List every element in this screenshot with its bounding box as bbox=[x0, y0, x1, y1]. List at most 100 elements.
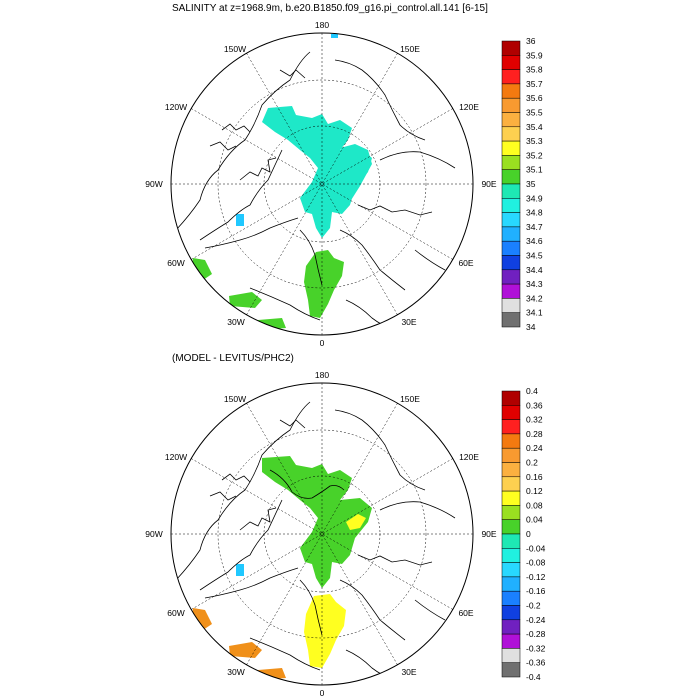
colorbar-swatch bbox=[501, 255, 521, 271]
colorbar-2: 0.4 0.36 0.32 0.28 0.24 0.2 0.16 0.12 0.08 0.04 0 -… bbox=[501, 386, 546, 682]
graticule-1 bbox=[171, 33, 473, 335]
colorbar-swatch bbox=[501, 419, 521, 435]
lon-label-150w: 150W bbox=[224, 394, 246, 404]
colorbar-swatch bbox=[501, 562, 521, 578]
colorbar-swatch bbox=[501, 533, 521, 549]
panel2-title: (MODEL - LEVITUS/PHC2) bbox=[172, 353, 294, 364]
salinity-edge-patch bbox=[331, 34, 338, 38]
colorbar-label: 0.12 bbox=[526, 486, 543, 496]
diff-blue-patch bbox=[236, 564, 244, 576]
diff-orange-patch-60w bbox=[192, 608, 212, 632]
diff-arctic-region bbox=[262, 456, 372, 588]
colorbar-label: 35.4 bbox=[526, 122, 543, 132]
colorbar-label: 35.9 bbox=[526, 50, 543, 60]
colorbar-swatch bbox=[501, 476, 521, 492]
lon-label-150e: 150E bbox=[400, 44, 420, 54]
colorbar-label: 0.4 bbox=[526, 386, 538, 396]
colorbar-swatch bbox=[501, 312, 521, 328]
colorbar-label: 0.28 bbox=[526, 429, 543, 439]
lon-label-60w: 60W bbox=[167, 258, 184, 268]
colorbar-swatch bbox=[501, 55, 521, 70]
salinity-green-patch-60w bbox=[192, 258, 212, 282]
map-panel-2: 180 150W 150E 120W 120E 90W 90E 60W 60E … bbox=[145, 370, 545, 698]
colorbar-swatch bbox=[501, 269, 521, 285]
lon-label-120e: 120E bbox=[459, 102, 479, 112]
colorbar-label: 35.2 bbox=[526, 150, 543, 160]
colorbar-label: 0.24 bbox=[526, 443, 543, 453]
colorbar-label: 0.32 bbox=[526, 415, 543, 425]
salinity-green-patch-30w-b bbox=[258, 318, 286, 330]
colorbar-label: -0.28 bbox=[526, 629, 546, 639]
colorbar-label: 35.6 bbox=[526, 93, 543, 103]
lon-label-180: 180 bbox=[315, 370, 329, 380]
diff-atlantic-region bbox=[304, 594, 346, 668]
colorbar-swatch bbox=[501, 605, 521, 621]
lon-label-0: 0 bbox=[320, 338, 325, 348]
colorbar-label: 34.8 bbox=[526, 208, 543, 218]
lon-label-60e: 60E bbox=[458, 608, 473, 618]
colorbar-label: 34.2 bbox=[526, 293, 543, 303]
colorbar-label: 34.3 bbox=[526, 279, 543, 289]
colorbar-label: 36 bbox=[526, 36, 536, 46]
colorbar-swatch bbox=[501, 390, 521, 406]
lon-label-90e: 90E bbox=[481, 179, 496, 189]
colorbar-swatch bbox=[501, 462, 521, 478]
lon-label-30e: 30E bbox=[401, 317, 416, 327]
colorbar-swatch bbox=[501, 112, 521, 128]
colorbar-label: 34.5 bbox=[526, 251, 543, 261]
colorbar-swatch bbox=[501, 633, 521, 649]
colorbar-swatch bbox=[501, 298, 521, 313]
colorbar-swatch bbox=[501, 69, 521, 85]
map-boundary-1 bbox=[170, 32, 474, 336]
lon-label-60w: 60W bbox=[167, 608, 184, 618]
colorbar-label: -0.12 bbox=[526, 572, 546, 582]
colorbar-label: 34.1 bbox=[526, 308, 543, 318]
colorbar-swatch bbox=[501, 198, 521, 213]
colorbar-swatch bbox=[501, 490, 521, 506]
colorbar-label: 0.04 bbox=[526, 515, 543, 525]
colorbar-label: 0.2 bbox=[526, 458, 538, 468]
lon-label-120e: 120E bbox=[459, 452, 479, 462]
colorbar-swatch bbox=[501, 548, 521, 563]
salinity-atlantic-region bbox=[304, 250, 344, 318]
diff-orange-patch-30w-a bbox=[229, 642, 262, 658]
lon-label-150e: 150E bbox=[400, 394, 420, 404]
colorbar-swatch bbox=[501, 519, 521, 535]
lon-label-120w: 120W bbox=[165, 452, 187, 462]
colorbar-label: -0.4 bbox=[526, 672, 541, 682]
colorbar-swatch bbox=[501, 226, 521, 242]
colorbar-label: 34.6 bbox=[526, 236, 543, 246]
colorbar-label: -0.08 bbox=[526, 558, 546, 568]
lon-label-30e: 30E bbox=[401, 667, 416, 677]
lon-label-120w: 120W bbox=[165, 102, 187, 112]
map-boundary-2 bbox=[170, 382, 474, 686]
colorbar-label: -0.32 bbox=[526, 643, 546, 653]
colorbar-swatch bbox=[501, 447, 521, 463]
colorbar-label: 0 bbox=[526, 529, 531, 539]
colorbar-label: 34 bbox=[526, 322, 536, 332]
lon-label-60e: 60E bbox=[458, 258, 473, 268]
salinity-arctic-lobe bbox=[334, 144, 372, 212]
lon-label-90e: 90E bbox=[481, 529, 496, 539]
colorbar-label: 35 bbox=[526, 179, 536, 189]
colorbar-label: -0.04 bbox=[526, 543, 546, 553]
salinity-blue-patch bbox=[236, 214, 244, 226]
lon-label-0: 0 bbox=[320, 688, 325, 698]
graticule-2 bbox=[171, 383, 473, 685]
difference-field bbox=[175, 401, 456, 681]
colorbar-swatch bbox=[501, 40, 521, 56]
coastlines bbox=[175, 51, 456, 331]
lon-label-150w: 150W bbox=[224, 44, 246, 54]
colorbar-label: 34.9 bbox=[526, 193, 543, 203]
colorbar-swatch bbox=[501, 155, 521, 170]
colorbar-label: -0.36 bbox=[526, 658, 546, 668]
salinity-green-patch-30w-a bbox=[229, 292, 262, 308]
colorbar-swatch bbox=[501, 576, 521, 592]
colorbar-label: 34.7 bbox=[526, 222, 543, 232]
lon-label-30w: 30W bbox=[227, 317, 244, 327]
coastlines-2 bbox=[175, 401, 456, 681]
lon-label-30w: 30W bbox=[227, 667, 244, 677]
diff-yellow-patch bbox=[346, 514, 366, 530]
colorbar-swatch bbox=[501, 433, 521, 449]
